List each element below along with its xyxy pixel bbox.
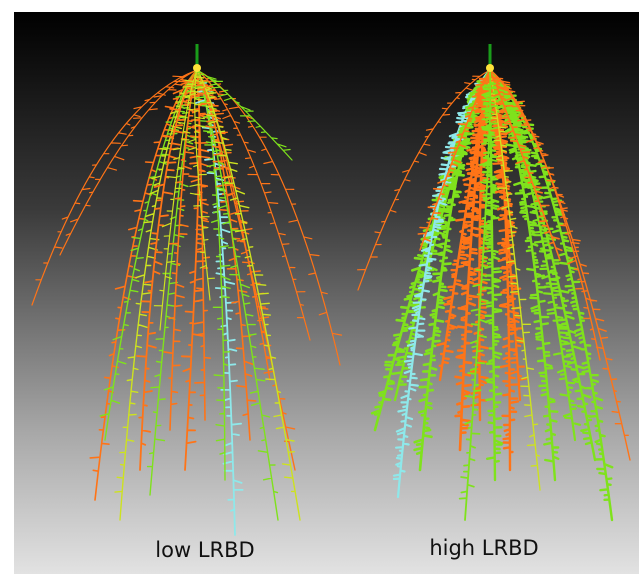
panel-label: low LRBD: [155, 538, 254, 562]
figure: low LRBD high LRBD: [0, 0, 639, 574]
page: low LRBD high LRBD (() => { const data =…: [0, 0, 639, 574]
panel-label: high LRBD: [429, 536, 538, 560]
root-collar: [193, 64, 201, 72]
root-collar: [486, 64, 494, 72]
